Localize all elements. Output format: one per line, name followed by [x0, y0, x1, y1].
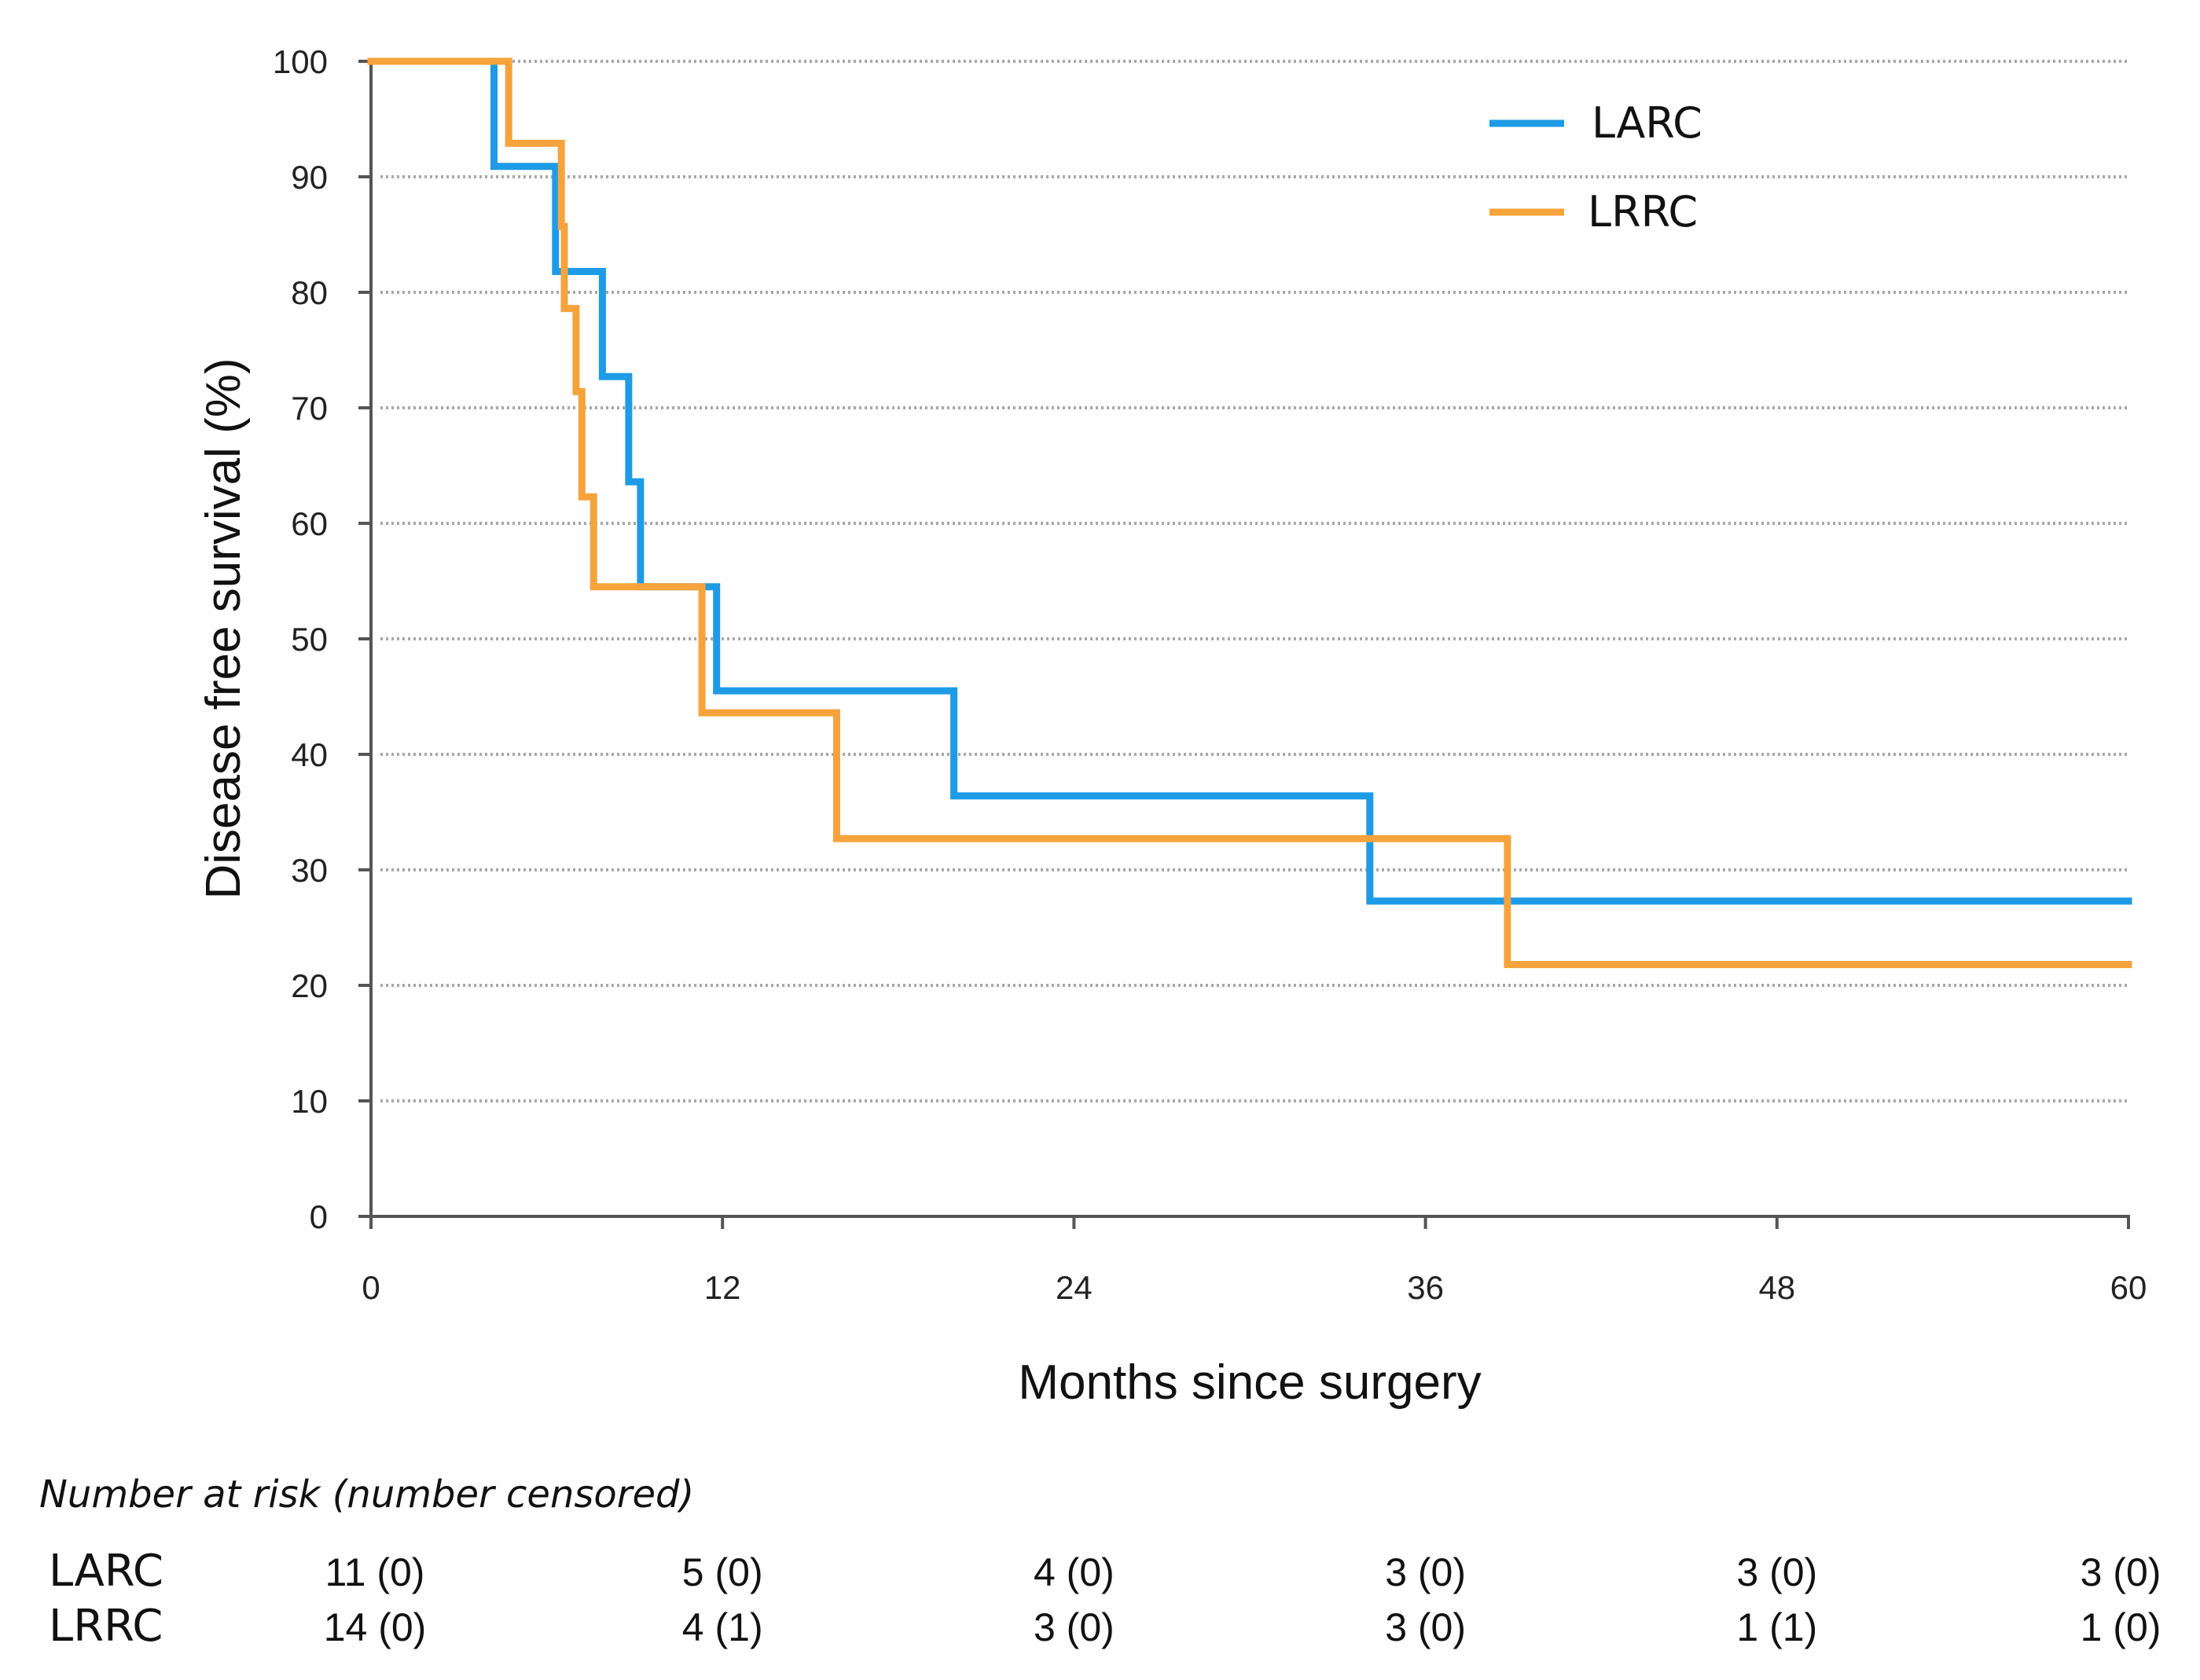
- x-axis-title: Months since surgery: [1018, 1355, 1481, 1410]
- y-tick-label-80: 80: [291, 274, 328, 311]
- x-tick-label-24: 24: [1056, 1269, 1093, 1306]
- legend-label-larc: LARC: [1592, 98, 1702, 148]
- survival-curves: [367, 57, 2132, 968]
- x-tick-label-36: 36: [1407, 1269, 1444, 1306]
- risk-cell-lrrc-24: 3 (0): [1034, 1605, 1115, 1649]
- y-tick-label-0: 0: [310, 1198, 328, 1235]
- y-tick-label-30: 30: [291, 852, 328, 889]
- y-tick-label-40: 40: [291, 736, 328, 773]
- legend-label-lrrc: LRRC: [1588, 187, 1698, 237]
- risk-cell-lrrc-60: 1 (0): [2081, 1605, 2161, 1649]
- y-tick-label-70: 70: [291, 390, 328, 427]
- axis-ticks: 0 10 20 30 40 50 60 70 80 90 100 0 12 24 36 48 60: [273, 43, 2147, 1306]
- risk-cell-lrrc-0: 14 (0): [324, 1605, 427, 1649]
- risk-cell-lrrc-48: 1 (1): [1736, 1605, 1817, 1649]
- y-axis-title: Disease free survival (%): [196, 358, 251, 899]
- y-tick-label-60: 60: [291, 505, 328, 542]
- risk-cell-larc-60: 3 (0): [2081, 1550, 2161, 1594]
- risk-cell-larc-48: 3 (0): [1736, 1550, 1817, 1594]
- y-tick-label-100: 100: [273, 43, 328, 80]
- risk-row-label-lrrc: LRRC: [49, 1601, 163, 1652]
- number-at-risk-table: Number at risk (number censored) LARC LR…: [39, 1473, 2161, 1652]
- legend: LARC LRRC: [1489, 98, 1702, 237]
- risk-table-header: Number at risk (number censored): [39, 1473, 694, 1517]
- y-tick-label-20: 20: [291, 967, 328, 1004]
- y-tick-label-10: 10: [291, 1083, 328, 1120]
- y-tick-label-90: 90: [291, 159, 328, 196]
- x-tick-label-48: 48: [1758, 1269, 1795, 1306]
- x-tick-label-12: 12: [704, 1269, 741, 1306]
- risk-cell-lrrc-36: 3 (0): [1385, 1605, 1466, 1649]
- x-tick-label-60: 60: [2110, 1269, 2147, 1306]
- risk-cell-larc-36: 3 (0): [1385, 1550, 1466, 1594]
- risk-cell-larc-24: 4 (0): [1034, 1550, 1115, 1594]
- risk-cell-larc-12: 5 (0): [682, 1550, 763, 1594]
- risk-row-label-larc: LARC: [49, 1546, 163, 1597]
- x-tick-label-0: 0: [362, 1269, 380, 1306]
- survival-curve-larc: [367, 57, 2132, 905]
- risk-cell-larc-0: 11 (0): [325, 1550, 425, 1594]
- y-tick-label-50: 50: [291, 621, 328, 658]
- risk-cell-lrrc-12: 4 (1): [682, 1605, 763, 1649]
- risk-table-cells: 11 (0) 5 (0) 4 (0) 3 (0) 3 (0) 3 (0) 14 (0) 4 (…: [324, 1550, 2161, 1649]
- survival-curve-lrrc: [367, 57, 2132, 968]
